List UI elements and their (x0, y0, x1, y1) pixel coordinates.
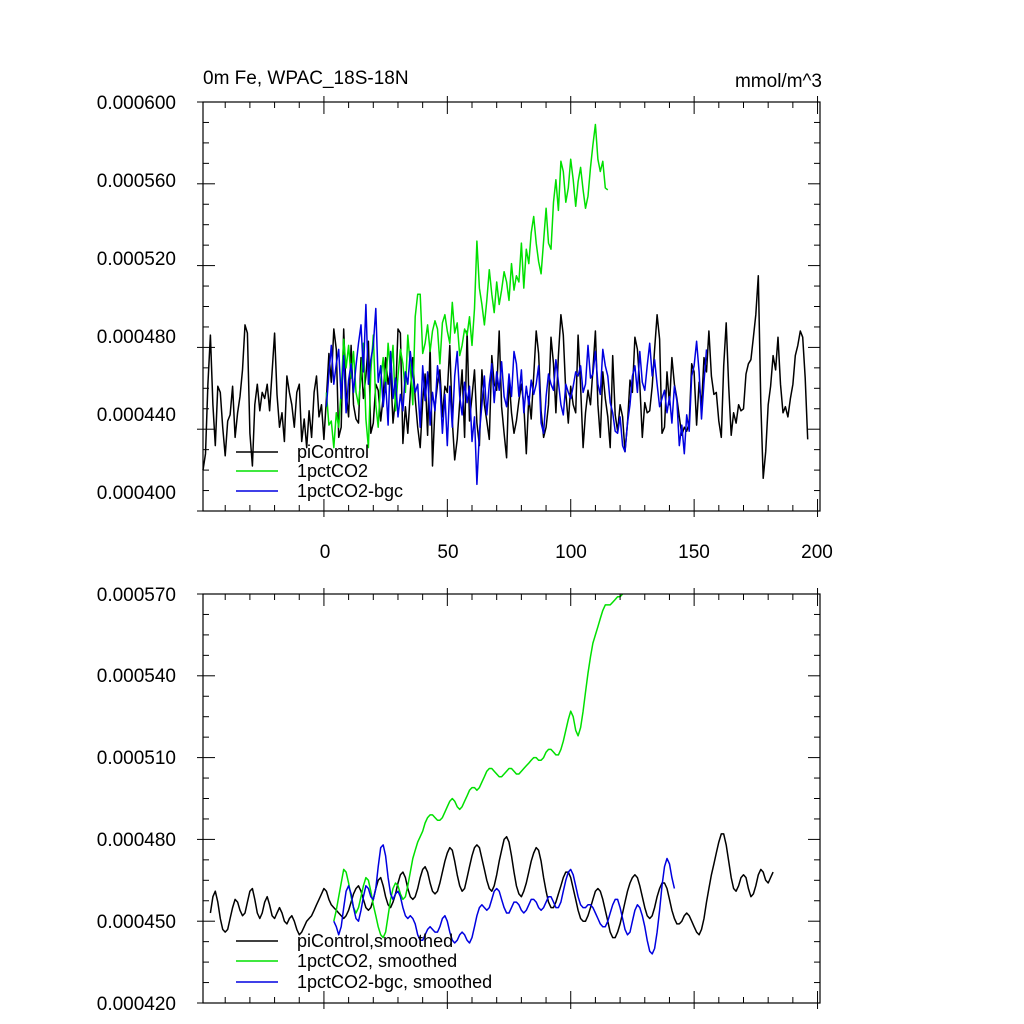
top-y-tick-label: 0.000560 (97, 171, 176, 192)
bottom-ticks-group (197, 588, 820, 1009)
bottom-legend: piControl,smoothed 1pctCO2, smoothed 1pc… (236, 931, 492, 992)
top-chart-units: mmol/m^3 (735, 71, 822, 92)
x-tick-label: 0 (320, 542, 331, 563)
bottom-series-1pctco2-bgc-smoothed (333, 844, 676, 955)
top-series-group (202, 123, 809, 486)
bottom-y-tick-label: 0.000570 (97, 585, 176, 606)
top-ticks-group (197, 96, 820, 517)
top-chart-title: 0m Fe, WPAC_18S-18N (203, 68, 409, 89)
x-tick-label: 100 (555, 542, 587, 563)
legend-label: 1pctCO2-bgc (297, 481, 403, 501)
x-tick-label: 200 (801, 542, 833, 563)
top-legend: piControl 1pctCO2 1pctCO2-bgc (236, 442, 403, 501)
top-plot-frame (202, 101, 821, 512)
top-y-tick-label: 0.000400 (97, 483, 176, 504)
top-y-tick-label: 0.000440 (97, 405, 176, 426)
top-y-tick-label: 0.000520 (97, 249, 176, 270)
bottom-y-tick-label: 0.000540 (97, 666, 176, 687)
bottom-y-tick-label: 0.000420 (97, 994, 176, 1015)
legend-label: 1pctCO2-bgc, smoothed (297, 972, 492, 992)
top-y-tick-label: 0.000600 (97, 93, 176, 114)
bottom-y-tick-label: 0.000450 (97, 912, 176, 933)
legend-label: 1pctCO2, smoothed (297, 951, 457, 971)
bottom-series-picontrol-smoothed (209, 833, 774, 939)
legend-label: piControl (297, 442, 369, 462)
legend-label: 1pctCO2 (297, 461, 368, 481)
x-tick-label: 150 (678, 542, 710, 563)
bottom-panel: 0.000420 0.000450 0.000480 0.000510 0.00… (97, 585, 821, 1015)
top-series-1pctco2-bgc (325, 303, 708, 486)
top-series-picontrol (202, 275, 809, 480)
bottom-y-tick-label: 0.000480 (97, 830, 176, 851)
bottom-plot-frame (202, 593, 821, 1004)
bottom-series-group (209, 593, 774, 955)
top-panel: 0m Fe, WPAC_18S-18N mmol/m^3 0.000400 0.… (97, 68, 833, 563)
bottom-series-1pctco2-smoothed (333, 593, 624, 939)
legend-label: piControl,smoothed (297, 931, 453, 951)
top-y-tick-label: 0.000480 (97, 327, 176, 348)
x-tick-label: 50 (437, 542, 458, 563)
bottom-y-tick-label: 0.000510 (97, 748, 176, 769)
